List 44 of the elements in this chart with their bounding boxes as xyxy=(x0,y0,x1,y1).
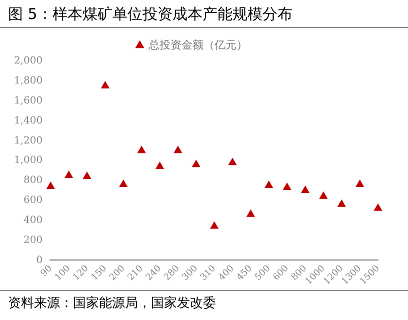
y-tick-label: 1,600 xyxy=(14,95,43,106)
point xyxy=(210,222,218,229)
y-tick-label: 400 xyxy=(24,214,43,226)
point xyxy=(338,200,346,207)
y-tick-label: 2,000 xyxy=(14,56,43,67)
point xyxy=(174,146,182,154)
legend-label: 总投资金额（亿元） xyxy=(147,38,248,52)
point xyxy=(83,172,91,180)
x-tick-label: 100 xyxy=(53,264,73,283)
y-tick-label: 200 xyxy=(24,234,43,246)
point xyxy=(264,180,273,188)
x-tick-label: 90 xyxy=(39,264,55,279)
point xyxy=(192,160,200,168)
chart-title: 图 5：样本煤矿单位投资成本产能规模分布 xyxy=(0,0,408,28)
point xyxy=(319,192,328,199)
point xyxy=(138,146,146,154)
y-tick-label: 1,000 xyxy=(14,155,43,166)
point xyxy=(356,180,364,187)
x-tick-label: 310 xyxy=(198,264,218,283)
y-tick-label: 1,200 xyxy=(14,135,43,146)
point xyxy=(283,182,292,190)
x-tick-label: 300 xyxy=(180,264,200,283)
text: 资料来源：国家能源局，国家发改委 xyxy=(0,290,408,315)
x-tick-label: 120 xyxy=(72,264,91,283)
x-tick-label: 450 xyxy=(235,264,255,283)
y-tick-label: 0 xyxy=(36,254,43,266)
point xyxy=(246,210,255,217)
point xyxy=(301,186,310,193)
point xyxy=(101,81,110,88)
y-tick-label: 600 xyxy=(24,195,43,206)
x-tick-label: 400 xyxy=(217,264,236,283)
y-tick-label: 1,800 xyxy=(14,76,43,87)
point xyxy=(46,182,55,189)
y-tick-label: 800 xyxy=(24,175,43,186)
point xyxy=(119,180,128,187)
x-tick-label: 150 xyxy=(90,264,110,283)
point xyxy=(64,171,73,178)
point xyxy=(374,204,382,211)
point xyxy=(156,162,164,170)
x-tick-label: 240 xyxy=(144,264,164,283)
y-tick-label: 1,400 xyxy=(14,115,43,126)
point xyxy=(228,158,236,166)
x-tick-label: 500 xyxy=(253,264,273,283)
x-tick-label: 600 xyxy=(272,264,292,283)
